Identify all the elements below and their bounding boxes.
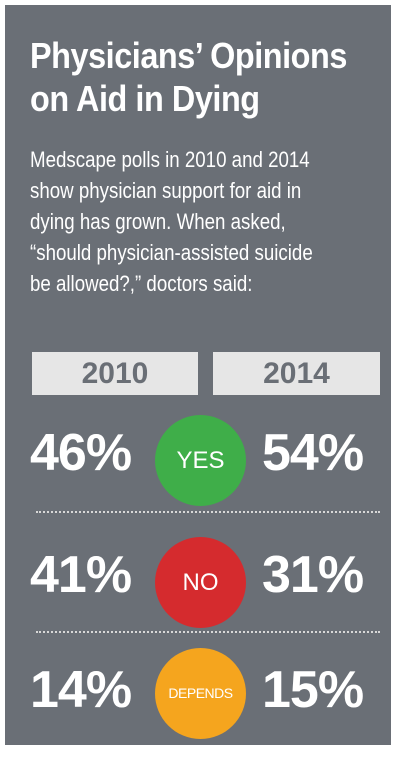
depends-2014-value: 15%: [262, 661, 364, 719]
no-badge: NO: [155, 537, 246, 628]
subtitle-line-1: Medscape polls in 2010 and 2014: [30, 147, 310, 172]
yes-2014-value: 54%: [262, 424, 364, 482]
title-line-1: Physicians’ Opinions: [30, 35, 347, 76]
year-header-2014: 2014: [213, 352, 380, 395]
infographic-title: Physicians’ Opinions on Aid in Dying: [30, 34, 347, 120]
row-divider: [36, 511, 380, 513]
yes-2010-value: 46%: [30, 424, 132, 482]
subtitle-line-2: show physician support for aid in: [30, 178, 302, 203]
infographic-subtitle: Medscape polls in 2010 and 2014 show phy…: [30, 144, 362, 299]
yes-badge: YES: [155, 415, 246, 506]
no-2014-value: 31%: [262, 546, 364, 604]
year-header-2010: 2010: [32, 352, 198, 395]
subtitle-line-5: be allowed?,” doctors said:: [30, 271, 253, 296]
subtitle-line-3: dying has grown. When asked,: [30, 209, 286, 234]
depends-2010-value: 14%: [30, 661, 132, 719]
row-divider: [36, 631, 380, 633]
title-line-2: on Aid in Dying: [30, 78, 260, 119]
no-2010-value: 41%: [30, 546, 132, 604]
subtitle-line-4: “should physician-assisted suicide: [30, 240, 313, 265]
depends-badge: DEPENDS: [155, 648, 246, 739]
